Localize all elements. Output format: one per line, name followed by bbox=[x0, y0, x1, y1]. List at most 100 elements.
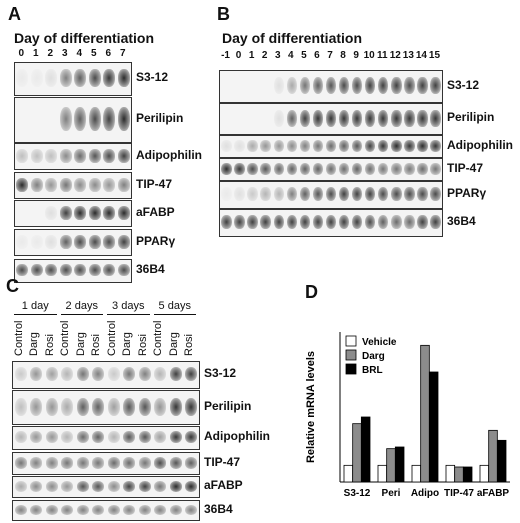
gene-label: S3-12 bbox=[447, 77, 480, 92]
blot-band bbox=[74, 106, 87, 131]
group-divider bbox=[60, 314, 103, 315]
blot-band bbox=[273, 187, 284, 202]
blot-band bbox=[59, 149, 72, 163]
blot-strip bbox=[14, 172, 132, 199]
bar-brl bbox=[394, 446, 405, 483]
gene-label: PPARγ bbox=[447, 186, 487, 200]
blot-band bbox=[404, 215, 415, 230]
group-divider bbox=[153, 314, 196, 315]
blot-band bbox=[169, 457, 182, 469]
panel-b-label: B bbox=[217, 4, 230, 24]
x-tick-label: Peri bbox=[382, 488, 401, 499]
bar-darg bbox=[386, 448, 396, 483]
blot-band bbox=[351, 110, 363, 127]
blot-strip bbox=[14, 62, 132, 96]
blot-strip bbox=[14, 143, 132, 170]
blot-band bbox=[103, 106, 116, 131]
bar-vehicle bbox=[445, 464, 456, 483]
lane-label: 0 bbox=[235, 50, 242, 61]
blot-band bbox=[351, 77, 363, 95]
blot-band bbox=[74, 235, 87, 249]
blot-strip bbox=[219, 209, 443, 237]
blot-band bbox=[169, 397, 182, 416]
blot-band bbox=[45, 504, 58, 516]
gene-label: 36B4 bbox=[447, 214, 476, 228]
blot-band bbox=[117, 264, 130, 277]
legend-swatch bbox=[345, 335, 357, 347]
legend-label: Vehicle bbox=[362, 337, 397, 348]
blot-band bbox=[417, 215, 428, 230]
blot-strip bbox=[219, 181, 443, 209]
blot-band bbox=[30, 481, 43, 492]
blot-band bbox=[154, 367, 167, 382]
blot-band bbox=[14, 481, 27, 492]
blot-band bbox=[364, 77, 376, 95]
blot-band bbox=[234, 140, 245, 152]
blot-band bbox=[61, 397, 74, 416]
blot-band bbox=[138, 481, 151, 492]
blot-band bbox=[74, 206, 87, 220]
blot-band bbox=[404, 187, 415, 202]
gene-label: 36B4 bbox=[204, 501, 233, 516]
blot-band bbox=[61, 481, 74, 492]
x-tick-label: aFABP bbox=[477, 488, 510, 499]
blot-band bbox=[103, 206, 116, 220]
blot-band bbox=[16, 149, 29, 163]
bar-darg bbox=[352, 423, 362, 483]
blot-band bbox=[430, 187, 441, 202]
blot-band bbox=[74, 264, 87, 277]
blot-band bbox=[138, 504, 151, 516]
blot-band bbox=[76, 481, 89, 492]
blot-band bbox=[138, 397, 151, 416]
legend-swatch bbox=[345, 363, 357, 375]
blot-band bbox=[88, 178, 101, 192]
bar-vehicle bbox=[343, 464, 354, 483]
blot-band bbox=[364, 187, 376, 202]
lane-label: 12 bbox=[389, 50, 401, 61]
lane-label: 8 bbox=[340, 50, 346, 61]
blot-band bbox=[76, 397, 89, 416]
blot-band bbox=[299, 140, 311, 152]
blot-strip bbox=[219, 70, 443, 103]
blot-band bbox=[92, 457, 105, 469]
blot-band bbox=[417, 140, 428, 152]
blot-band bbox=[30, 431, 43, 444]
group-label: 1 day bbox=[21, 300, 49, 312]
blot-band bbox=[391, 110, 402, 127]
blot-band bbox=[74, 149, 87, 163]
blot-band bbox=[92, 431, 105, 444]
blot-band bbox=[45, 264, 58, 277]
blot-band bbox=[169, 431, 182, 444]
blot-band bbox=[117, 235, 130, 249]
blot-band bbox=[107, 367, 120, 382]
blot-band bbox=[299, 77, 311, 95]
bar-brl bbox=[360, 416, 371, 483]
lane-label: 15 bbox=[428, 50, 441, 61]
blot-band bbox=[391, 187, 402, 202]
blot-band bbox=[430, 215, 441, 230]
blot-band bbox=[351, 140, 363, 152]
blot-band bbox=[30, 149, 43, 163]
blot-strip bbox=[12, 476, 200, 498]
blot-band bbox=[92, 481, 105, 492]
blot-band bbox=[299, 215, 311, 230]
blot-band bbox=[378, 215, 389, 230]
blot-band bbox=[76, 367, 89, 382]
bar-darg bbox=[420, 344, 430, 483]
blot-band bbox=[312, 140, 324, 152]
blot-band bbox=[88, 69, 101, 87]
blot-band bbox=[185, 367, 198, 382]
gene-label: 36B4 bbox=[136, 262, 165, 276]
bar-brl bbox=[462, 466, 473, 483]
gene-label: aFABP bbox=[204, 478, 243, 492]
blot-band bbox=[430, 110, 441, 127]
blot-band bbox=[286, 77, 298, 95]
blot-band bbox=[30, 69, 43, 87]
legend-label: BRL bbox=[362, 365, 383, 376]
blot-band bbox=[430, 140, 441, 152]
blot-band bbox=[45, 69, 58, 87]
lane-label: Darg bbox=[28, 332, 41, 356]
blot-band bbox=[45, 431, 58, 444]
blot-band bbox=[378, 187, 389, 202]
blot-band bbox=[59, 178, 72, 192]
